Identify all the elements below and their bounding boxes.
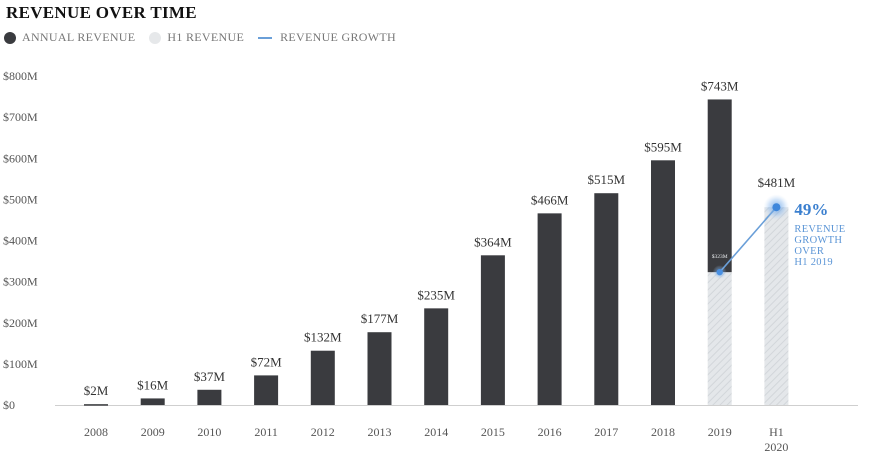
- bar-value-label: $132M: [304, 330, 342, 345]
- bar-value-label: $72M: [251, 354, 283, 369]
- legend-label-growth: REVENUE GROWTH: [280, 30, 396, 44]
- y-tick-label: $300M: [3, 275, 38, 289]
- bar-value-label-h1: $481M: [758, 175, 796, 190]
- x-tick-label: 2013: [368, 425, 392, 439]
- x-tick-label: 2008: [84, 425, 108, 439]
- x-tick-label: 2019: [708, 425, 732, 439]
- chart-legend: ANNUAL REVENUE H1 REVENUE REVENUE GROWTH: [4, 30, 410, 45]
- y-tick-label: $500M: [3, 192, 38, 206]
- growth-caption-line: REVENUE: [794, 224, 845, 235]
- bar-value-label: $515M: [588, 172, 626, 187]
- bar-annual: [707, 99, 732, 273]
- bar-value-label: $16M: [137, 377, 169, 392]
- bar-h1: [707, 272, 732, 405]
- bar-h1: [764, 207, 789, 405]
- legend-label-annual: ANNUAL REVENUE: [22, 30, 136, 44]
- bar-value-label-h1-2019: $323M: [712, 253, 728, 260]
- y-tick-label: $400M: [3, 234, 38, 248]
- y-tick-label: $800M: [3, 69, 38, 83]
- legend-label-h1: H1 REVENUE: [167, 30, 245, 44]
- bar-value-label: $2M: [84, 383, 109, 398]
- growth-point-end: [772, 203, 781, 212]
- y-tick-label: $100M: [3, 357, 38, 371]
- bars: [84, 99, 789, 406]
- bar-annual: [84, 404, 108, 406]
- bar-annual: [140, 398, 165, 405]
- growth-percent: 49%: [794, 200, 828, 219]
- value-labels: $2M $16M $37M $72M $132M $177M $235M $364M $466M…: [84, 78, 796, 398]
- y-tick-label: $600M: [3, 151, 38, 165]
- x-axis: 2008 2009 2010 2011 2012 2013 2014 2015 2016 2017…: [84, 425, 788, 454]
- x-tick-label: H1: [769, 425, 784, 439]
- x-tick-label: 2010: [197, 425, 221, 439]
- legend-line-growth: [258, 36, 273, 39]
- x-tick-label: 2020: [764, 440, 788, 454]
- bar-annual: [480, 255, 505, 405]
- bar-annual: [197, 389, 222, 405]
- x-tick-label: 2018: [651, 425, 675, 439]
- growth-caption-line: OVER: [794, 246, 824, 257]
- legend-item-annual: ANNUAL REVENUE: [4, 30, 135, 45]
- x-tick-label: 2016: [538, 425, 562, 439]
- x-tick-label: 2015: [481, 425, 505, 439]
- growth-caption-line: H1 2019: [794, 257, 833, 268]
- y-axis: $0 $100M $200M $300M $400M $500M $600M $700M $80…: [3, 69, 858, 412]
- bar-value-label: $37M: [194, 369, 226, 384]
- x-tick-label: 2017: [594, 425, 618, 439]
- bar-annual: [594, 193, 619, 405]
- bar-value-label: $743M: [701, 78, 739, 93]
- growth-caption-line: GROWTH: [794, 235, 842, 246]
- legend-dot-h1: [149, 31, 162, 44]
- x-tick-label: 2012: [311, 425, 335, 439]
- bar-value-label: $466M: [531, 192, 569, 207]
- y-tick-label: $200M: [3, 316, 38, 330]
- y-tick-label: $0: [3, 398, 15, 412]
- x-tick-label: 2011: [254, 425, 278, 439]
- legend-item-h1: H1 REVENUE: [149, 30, 244, 45]
- bar-annual: [254, 375, 279, 405]
- bar-annual: [424, 308, 449, 405]
- bar-annual: [367, 332, 392, 405]
- bar-value-label: $364M: [474, 234, 512, 249]
- growth-line: [719, 206, 778, 273]
- bar-annual: [537, 213, 562, 405]
- x-tick-label: 2014: [424, 425, 448, 439]
- bar-annual: [651, 160, 675, 405]
- legend-item-growth: REVENUE GROWTH: [258, 30, 396, 45]
- y-tick-label: $700M: [3, 110, 38, 124]
- growth-point-start: [716, 268, 723, 276]
- x-tick-label: 2009: [141, 425, 165, 439]
- bar-value-label: $595M: [644, 139, 682, 154]
- legend-dot-annual: [4, 31, 16, 44]
- bar-value-label: $177M: [361, 311, 399, 326]
- bar-value-label: $235M: [417, 287, 455, 302]
- bar-annual: [310, 350, 335, 405]
- chart-title: REVENUE OVER TIME: [6, 3, 197, 22]
